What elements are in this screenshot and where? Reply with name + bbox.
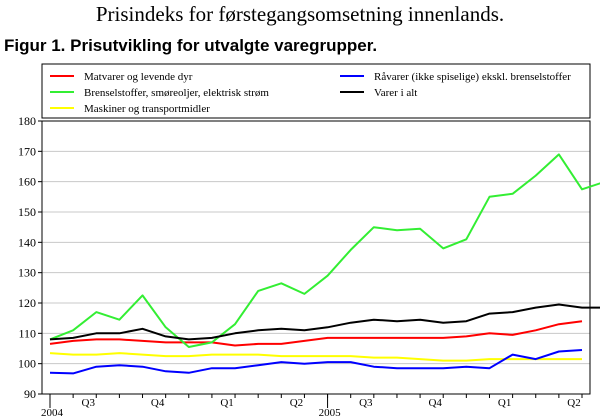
y-tick-label: 180 (18, 114, 36, 128)
year-label: 2004 (41, 407, 64, 419)
x-tick-label: Q1 (220, 397, 233, 409)
plot-frame (41, 120, 591, 395)
series-line (49, 320, 583, 347)
x-tick-label: Q3 (82, 397, 96, 409)
series-lines (49, 153, 600, 375)
y-tick-label: 130 (18, 266, 36, 280)
legend-entry: Varer i alt (374, 87, 417, 99)
x-tick-label: Q4 (151, 397, 165, 409)
legend-entry: Maskiner og transportmidler (84, 103, 210, 115)
y-tick-label: 120 (18, 296, 36, 310)
y-tick-label: 90 (24, 387, 36, 401)
y-tick-label: 140 (18, 235, 36, 249)
series-line (49, 153, 600, 348)
y-tick-label: 100 (18, 357, 36, 371)
y-axis: 90 100 110 120 130 140 150 160 170 180 (18, 114, 42, 401)
x-tick-label: Q1 (498, 397, 511, 409)
plot-border (41, 120, 591, 395)
year-label: 2005 (319, 407, 342, 419)
y-tick-label: 160 (18, 175, 36, 189)
figure-title: Figur 1. Prisutvikling for utvalgte vare… (4, 36, 378, 55)
legend-entry: Brenselstoffer, smøreoljer, elektrisk st… (84, 87, 269, 99)
legend-entry: Råvarer (ikke spiselige) ekskl. brensels… (374, 71, 571, 83)
x-tick-label: Q4 (428, 397, 442, 409)
y-tick-label: 150 (18, 205, 36, 219)
y-tick-label: 110 (18, 326, 36, 340)
legend-frame (41, 63, 591, 119)
legend-entry: Matvarer og levende dyr (84, 71, 193, 83)
x-tick-label: Q2 (567, 397, 580, 409)
series-line (49, 303, 600, 341)
x-axis: Q3 Q4 Q1 Q2 Q3 Q4 Q1 Q2 2004 2005 (41, 394, 583, 419)
series-line (49, 349, 583, 375)
legend: Matvarer og levende dyr Brenselstoffer, s… (41, 63, 591, 119)
series-line (49, 352, 582, 362)
x-tick-label: Q2 (290, 397, 303, 409)
y-tick-label: 170 (18, 144, 36, 158)
page-title: Prisindeks for førstegangsomsetning inne… (95, 2, 505, 26)
x-tick-label: Q3 (359, 397, 373, 409)
